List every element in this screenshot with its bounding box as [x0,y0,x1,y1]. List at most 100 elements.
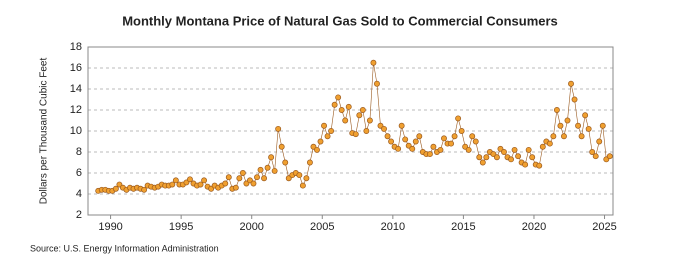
data-point [412,138,419,145]
data-point [278,143,285,150]
data-point [448,140,455,147]
data-point [384,133,391,140]
data-point [296,172,303,179]
data-point [557,122,564,129]
data-point [592,153,599,160]
data-point [381,125,387,132]
data-point [458,128,465,134]
data-point [501,149,507,155]
data-point [546,140,553,147]
data-point [321,122,327,129]
data-point [338,107,345,113]
data-point [169,181,176,188]
x-tick-label: 2020 [522,221,546,233]
source-note: Source: U.S. Energy Information Administ… [30,243,219,253]
data-point [172,177,179,184]
data-point [359,107,366,113]
x-tick-label: 2015 [451,221,475,233]
data-point [232,184,239,191]
x-tick-label: 2005 [310,221,334,233]
data-point [575,122,582,129]
y-tick-label: 12 [70,104,82,116]
data-point [197,181,204,188]
data-point [465,146,472,153]
y-tick-label: 2 [76,209,82,221]
data-point [511,146,518,153]
data-point [261,175,268,182]
data-point [331,101,338,108]
y-tick-label: 6 [76,167,82,179]
x-tick-label: 1995 [169,221,193,233]
data-point [374,80,380,87]
data-point [257,166,264,173]
data-point [264,164,271,171]
data-point [314,146,320,153]
x-tick-label: 2025 [592,221,616,233]
data-point [553,107,560,113]
data-point [483,154,490,161]
data-point [578,133,585,140]
data-point [275,125,282,132]
data-point [187,176,193,183]
data-point [342,117,349,124]
data-point [335,94,342,101]
data-point [324,133,331,140]
data-point [409,145,416,152]
data-point [306,159,313,166]
data-point [469,133,476,140]
data-point [239,170,246,176]
y-tick-label: 14 [70,83,82,95]
data-point [388,138,395,145]
data-point [599,122,606,129]
y-axis-label: Dollars per Thousand Cubic Feet [39,58,50,205]
data-point [564,117,571,124]
data-point [366,117,373,124]
data-point [451,133,458,140]
series-line [98,62,611,192]
data-point [426,151,433,158]
data-point [568,80,574,87]
x-tick-label: 1990 [98,221,122,233]
data-point [479,159,486,166]
data-point [201,177,208,184]
data-point [441,135,447,142]
data-point [515,153,522,160]
data-point [141,186,148,193]
data-point [476,154,483,161]
data-point [303,175,310,182]
data-point [430,143,437,150]
data-point [345,103,352,110]
x-tick-label: 2010 [381,221,405,233]
y-tick-label: 8 [76,146,82,158]
data-point [529,154,536,161]
chart-title: Monthly Montana Price of Natural Gas Sol… [122,13,558,28]
data-point [268,154,275,161]
data-point [550,133,557,140]
data-point [282,159,289,166]
data-point [250,180,257,187]
data-point [271,167,278,174]
data-point [402,136,409,143]
data-point [596,138,603,145]
data-point [416,133,423,140]
data-point [112,185,119,192]
plot-frame [87,46,614,216]
data-point [582,112,589,119]
data-point [299,182,306,189]
data-point [236,175,243,182]
data-point [522,161,529,168]
data-point [352,131,359,138]
y-tick-label: 10 [70,125,82,137]
data-point [398,122,405,129]
data-point [508,156,514,163]
y-tick-label: 16 [70,62,82,74]
y-tick-label: 18 [70,41,82,53]
data-point [525,146,532,153]
data-point [536,162,543,169]
data-point [225,174,232,181]
data-point [493,154,500,161]
data-point [328,128,335,134]
data-point [589,149,596,155]
data-point [395,145,402,152]
data-point [254,174,260,181]
